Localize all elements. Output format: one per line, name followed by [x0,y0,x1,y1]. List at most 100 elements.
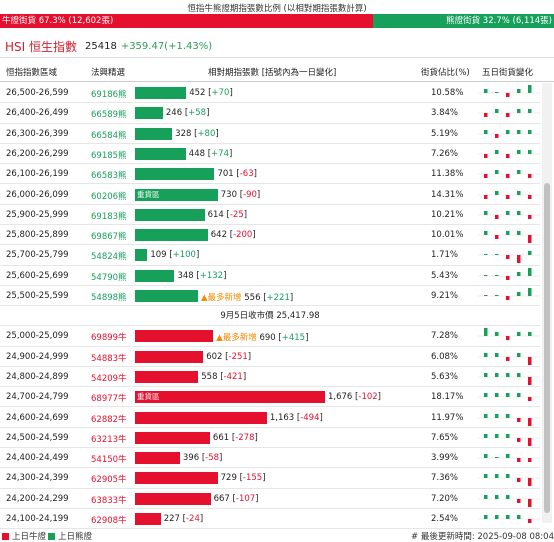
spark-bar [506,494,510,499]
row-product-code[interactable]: 63213牛 [91,434,127,445]
spark-bar [495,474,499,479]
spark-bar [495,352,499,357]
row-product-code[interactable]: 60206熊 [91,191,127,202]
five-day-change-spark [478,352,540,365]
row-product-code[interactable]: 69899牛 [91,333,127,344]
spark-bar [484,231,488,236]
row-qty: 1,676 [-102] [328,392,381,403]
five-day-change-spark [478,494,540,507]
row-range: 26,300-26,399 [6,128,69,139]
spark-bar [495,170,499,175]
spark-bar [517,170,521,175]
table-row: 24,500-24,599 63213牛 661 [-278] 7.65% [0,428,540,449]
col-code: 法興精選 [91,68,126,78]
table-row: 26,200-26,299 69185熊 448 [+74] 7.26% [0,144,540,165]
spark-bar [484,413,488,418]
spark-bar [495,413,499,418]
closing-price-row: 9月5日收市價 25,417.98 [0,306,540,327]
row-qty-change: -58 [205,453,220,464]
spark-bar [528,397,532,402]
row-product-code[interactable]: 54883牛 [91,353,127,364]
row-range: 25,000-25,099 [6,331,69,342]
row-range: 24,500-24,599 [6,432,69,443]
row-product-code[interactable]: 54150牛 [91,455,127,466]
spark-bar [528,458,532,463]
table-row: 26,400-26,499 66589熊 246 [+58] 3.84% [0,103,540,124]
row-product-code[interactable]: 69185熊 [91,150,127,161]
row-percent: 11.38% [431,169,464,180]
spark-bar [528,85,532,93]
row-product-code[interactable]: 54824熊 [91,252,127,263]
row-product-code[interactable]: 66584熊 [91,130,127,141]
spark-bar [495,235,499,240]
row-percent: 6.08% [431,351,459,362]
spark-bar [506,454,510,459]
spark-bar [495,92,499,93]
row-product-code[interactable]: 69867熊 [91,232,127,243]
row-qty-value: 448 [188,148,208,159]
row-product-code[interactable]: 68977牛 [91,394,127,405]
row-qty-value: 729 [220,473,240,484]
spark-bar [484,129,488,134]
table-row: 26,300-26,399 66584熊 328 [+80] 5.19% [0,124,540,144]
row-product-code[interactable]: 54209牛 [91,373,127,384]
bull-legend-swatch [2,533,9,540]
row-percent: 7.28% [431,331,459,342]
spark-bar [528,356,532,365]
row-percent: 1.71% [431,250,459,261]
row-product-code[interactable]: 54898熊 [91,293,127,303]
row-qty: 348 [+132] [177,270,227,281]
spark-bar [517,292,521,296]
spark-bar [506,255,510,260]
spark-bar [528,376,532,385]
table-row: 26,100-26,199 66583熊 701 [-63] 11.38% [0,164,540,185]
row-product-code[interactable]: 69183熊 [91,211,127,222]
spark-bar [528,109,532,114]
index-change: +359.47(+1.43%) [120,41,213,52]
spark-bar [517,498,521,503]
spark-bar [506,413,510,418]
row-percent: 2.54% [431,514,459,524]
row-percent: 11.97% [431,412,464,423]
row-product-code[interactable]: 54790熊 [91,272,127,283]
row-qty-change: +132 [199,270,224,281]
spark-bar [517,149,521,154]
row-qty-bar [135,269,175,282]
row-qty-value: 1,163 [269,412,297,423]
spark-bar [484,113,488,118]
row-qty-change: -251 [228,351,248,362]
row-qty-value: 396 [182,453,202,464]
table-row: 25,700-25,799 54824熊 109 [+100] 1.71% [0,245,540,266]
row-product-code[interactable]: 66583熊 [91,171,127,182]
row-product-code[interactable]: 66589熊 [91,110,127,121]
row-qty-value: 667 [213,493,233,504]
table-row: 26,500-26,599 69186熊 452 [+70] 10.58% [0,83,540,104]
row-product-code[interactable]: 62905牛 [91,475,127,486]
row-qty-value: 690 [259,333,279,344]
bear-legend-swatch [48,533,55,540]
spark-bar [517,417,521,422]
five-day-change-spark [478,190,540,199]
row-product-code[interactable]: 69186熊 [91,90,127,100]
row-qty-bar [135,229,208,242]
spark-bar [484,352,488,357]
spark-bar [506,393,510,398]
spark-bar [495,214,499,219]
row-percent: 5.63% [431,371,459,382]
row-percent: 5.19% [431,128,459,139]
index-header: HSI 恒生指數 25418 +359.47(+1.43%) [0,36,554,58]
scrollbar-thumb[interactable] [544,183,550,513]
row-product-code[interactable]: 62882牛 [91,414,127,425]
row-qty-bar [135,87,187,99]
row-qty-value: 642 [210,230,230,241]
row-qty-value: 328 [175,128,195,139]
row-qty: 701 [-63] [217,169,257,180]
row-product-code[interactable]: 62908牛 [91,516,127,526]
spark-bar [528,478,532,487]
spark-bar [528,437,532,446]
row-qty-bar [135,208,205,221]
row-qty-bar [135,431,210,444]
scrollbar[interactable] [542,83,552,523]
five-day-change-spark [478,288,540,300]
row-product-code[interactable]: 63833牛 [91,495,127,506]
